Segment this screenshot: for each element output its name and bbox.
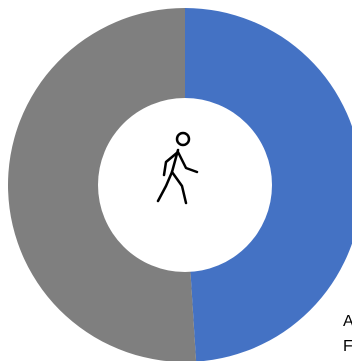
donut-hole (98, 98, 272, 272)
annotation: F (343, 338, 352, 355)
annotation: A (343, 313, 352, 330)
walking-icon (156, 131, 199, 205)
